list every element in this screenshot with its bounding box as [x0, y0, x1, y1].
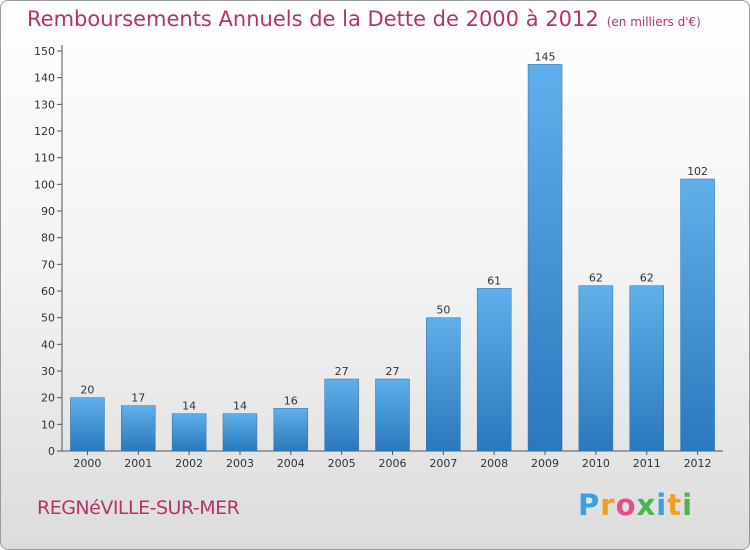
brand-letter: i — [656, 488, 668, 522]
bar-2006 — [375, 378, 410, 452]
x-tick-label-2005: 2005 — [328, 457, 356, 470]
chart-title-text: Remboursements Annuels de la Dette de 20… — [27, 7, 599, 31]
y-tick-label: 110 — [34, 152, 55, 165]
data-label-2012: 102 — [687, 165, 708, 178]
bar-2005 — [324, 378, 359, 452]
data-label-2006: 27 — [386, 365, 400, 378]
data-label-2001: 17 — [131, 392, 145, 405]
data-label-2009: 145 — [535, 50, 556, 63]
y-tick-label: 130 — [34, 98, 55, 111]
x-tick-label-2007: 2007 — [429, 457, 457, 470]
data-label-2003: 14 — [233, 400, 247, 413]
data-label-2010: 62 — [589, 272, 603, 285]
bar-2000 — [70, 397, 105, 452]
bar-2007 — [426, 317, 461, 452]
data-label-2004: 16 — [284, 394, 298, 407]
y-tick-label: 0 — [48, 445, 55, 458]
data-label-2002: 14 — [182, 400, 196, 413]
y-tick-label: 140 — [34, 72, 55, 85]
y-tick-label: 120 — [34, 125, 55, 138]
brand-letter: o — [615, 488, 637, 522]
brand-letter: t — [667, 488, 683, 522]
y-tick-label: 90 — [41, 205, 55, 218]
x-tick-label-2002: 2002 — [175, 457, 203, 470]
x-tick-label-2003: 2003 — [226, 457, 254, 470]
bar-2011 — [629, 285, 664, 452]
data-label-2007: 50 — [436, 304, 450, 317]
y-tick-label: 80 — [41, 232, 55, 245]
brand-letter: x — [636, 488, 657, 522]
y-tick-label: 150 — [34, 45, 55, 58]
y-tick-label: 50 — [41, 312, 55, 325]
y-tick-label: 30 — [41, 365, 55, 378]
brand-letter: i — [682, 488, 694, 522]
data-label-2000: 20 — [80, 384, 94, 397]
x-tick-label-2010: 2010 — [582, 457, 610, 470]
x-tick-label-2008: 2008 — [480, 457, 508, 470]
bar-2003 — [222, 413, 258, 452]
bar-2001 — [121, 405, 156, 452]
y-tick-label: 40 — [41, 338, 55, 351]
bar-2002 — [171, 413, 207, 452]
bar-2008 — [476, 288, 512, 452]
y-tick-label: 70 — [41, 258, 55, 271]
bar-2010 — [578, 285, 614, 452]
x-tick-label-2011: 2011 — [633, 457, 661, 470]
x-tick-label-2004: 2004 — [277, 457, 305, 470]
bar-2009 — [527, 64, 563, 452]
data-label-2011: 62 — [640, 272, 654, 285]
x-tick-label-2012: 2012 — [684, 457, 712, 470]
chart-title: Remboursements Annuels de la Dette de 20… — [27, 7, 701, 31]
y-tick-label: 20 — [41, 392, 55, 405]
commune-name: REGNéVILLE-SUR-MER — [37, 497, 240, 519]
y-tick-label: 10 — [41, 418, 55, 431]
x-tick-label-2000: 2000 — [73, 457, 101, 470]
data-label-2005: 27 — [335, 365, 349, 378]
bar-2012 — [680, 178, 715, 452]
brand-logo: Proxiti — [578, 488, 693, 522]
brand-letter: P — [578, 488, 601, 522]
y-tick-label: 100 — [34, 178, 55, 191]
x-tick-label-2006: 2006 — [379, 457, 407, 470]
bar-2004 — [273, 408, 309, 452]
data-label-2008: 61 — [487, 274, 501, 287]
brand-letter: r — [600, 488, 616, 522]
x-tick-label-2009: 2009 — [531, 457, 559, 470]
y-tick-label: 60 — [41, 285, 55, 298]
chart-subtitle: (en milliers d'€) — [606, 15, 701, 29]
x-tick-label-2001: 2001 — [124, 457, 152, 470]
